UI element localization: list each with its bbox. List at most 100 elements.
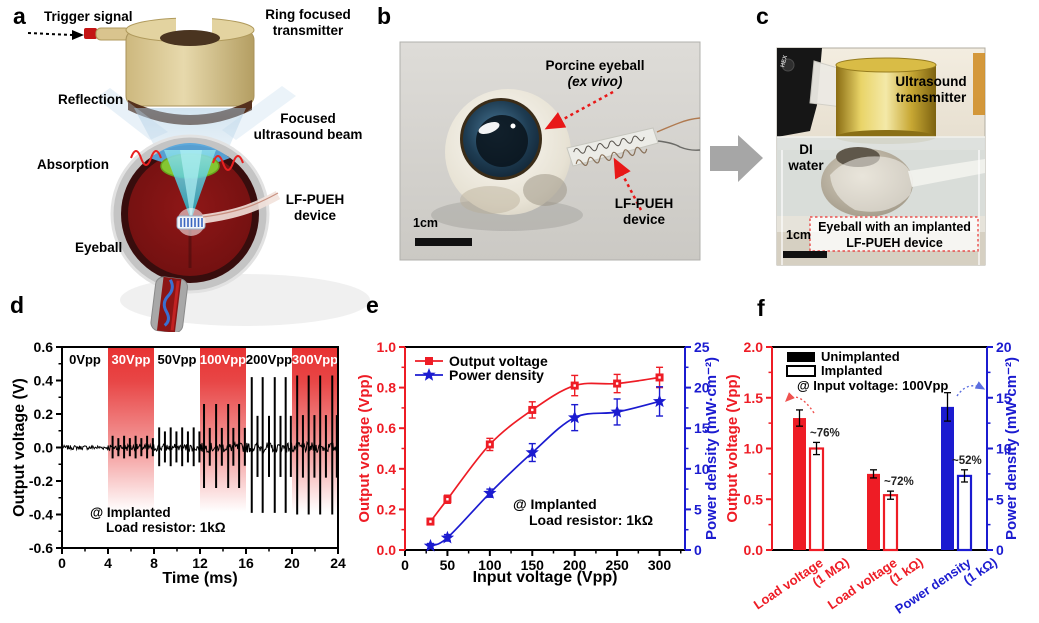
svg-text:50Vpp: 50Vpp [157,352,196,367]
svg-text:10: 10 [694,461,710,477]
svg-text:Power density: Power density [449,367,544,383]
svg-text:0: 0 [694,542,702,558]
label-absorption: Absorption [37,157,109,172]
svg-text:~72%: ~72% [884,476,914,488]
label-focused-beam-l2: ultrasound beam [253,126,363,142]
label-ultrasound-transmitter: Ultrasound transmitter [877,74,985,106]
svg-text:Power density(1 kΩ): Power density(1 kΩ) [892,543,1000,623]
optic-nerve [150,276,188,332]
svg-text:25: 25 [694,339,710,355]
svg-text:10: 10 [996,441,1012,457]
ring-transmitter [125,14,255,125]
chart-e: 0 50 100 150 200 250 300 0.0 0.2 0.4 0.6 0.8 1.0 0 5 10… [356,339,720,586]
label-focused-beam: Focused ultrasound beam [246,111,370,143]
chart-f: 0.0 0.5 1.0 1.5 2.0 0 5 10 15 20 ~76% Load voltage(… [724,339,1020,623]
svg-text:0.5: 0.5 [744,491,764,507]
svg-text:20: 20 [284,555,300,571]
svg-text:Load voltage(1 MΩ): Load voltage(1 MΩ) [751,543,852,623]
svg-text:0.6: 0.6 [377,420,397,436]
svg-text:200: 200 [563,557,587,573]
svg-text:Load resistor: 1kΩ: Load resistor: 1kΩ [529,512,653,528]
callout-porcine-l1: Porcine eyeball [545,58,645,73]
eyeball-graphic [110,134,281,294]
svg-text:Power density (mW·cm⁻²): Power density (mW·cm⁻²) [703,357,720,540]
svg-text:Output voltage (Vpp): Output voltage (Vpp) [356,374,373,522]
label-us-transmitter-l1: Ultrasound [895,74,967,89]
label-focused-beam-l1: Focused [280,111,336,126]
svg-text:Input voltage (Vpp): Input voltage (Vpp) [473,569,618,586]
caption-implanted-l1: Eyeball with an implanted [818,220,971,234]
label-lfpueh-a-l2: device [293,207,337,223]
svg-text:0.2: 0.2 [34,406,54,422]
svg-text:2.0: 2.0 [744,339,764,355]
svg-text:@ Input voltage: 100Vpp: @ Input voltage: 100Vpp [797,378,948,393]
svg-text:Power density (mW·cm⁻²): Power density (mW·cm⁻²) [1003,357,1020,540]
label-ring-transmitter-l1: Ring focused [265,7,351,22]
label-ring-transmitter: Ring focused transmitter [250,7,366,39]
scalebar-label-c: 1cm [786,228,812,242]
svg-text:1.0: 1.0 [744,441,764,457]
svg-text:1.0: 1.0 [377,339,397,355]
svg-text:@ Implanted: @ Implanted [90,505,171,520]
svg-text:@ Implanted: @ Implanted [513,496,597,512]
trigger-connector [27,27,131,41]
svg-text:-0.6: -0.6 [29,540,53,556]
svg-text:-0.4: -0.4 [29,507,53,523]
panel-a-diagram [27,14,370,332]
svg-text:300Vpp: 300Vpp [292,352,338,367]
svg-text:20: 20 [996,339,1012,355]
callout-lfpueh-device-b: LF-PUEH device [599,196,689,228]
label-us-transmitter-l2: transmitter [895,89,967,105]
svg-text:200Vpp: 200Vpp [246,352,292,367]
svg-text:0: 0 [401,557,409,573]
panel-e-letter: e [366,292,379,318]
label-di-water-l1: DI [799,142,813,157]
svg-text:0.4: 0.4 [377,461,397,477]
label-trigger-signal: Trigger signal [44,9,133,24]
svg-text:16: 16 [238,555,254,571]
caption-implanted-l2: LF-PUEH device [846,235,943,250]
svg-text:0.6: 0.6 [34,339,54,355]
svg-text:1.5: 1.5 [744,390,764,406]
caption-implanted-eyeball: Eyeball with an implanted LF-PUEH device [812,220,977,251]
svg-text:~76%: ~76% [810,427,840,439]
svg-text:Unimplanted: Unimplanted [821,349,900,364]
svg-text:Output voltage: Output voltage [449,353,548,369]
svg-text:300: 300 [648,557,672,573]
chart-d: 0Vpp 30Vpp 50Vpp 100Vpp 200Vpp 300Vpp 0 4 8 12 16 2… [11,339,346,587]
svg-text:0.2: 0.2 [377,501,397,517]
panel-d-letter: d [10,292,25,318]
scalebar-label-b: 1cm [413,216,439,230]
label-ring-transmitter-l2: transmitter [272,22,344,38]
svg-text:15: 15 [694,420,710,436]
svg-text:0.0: 0.0 [377,542,397,558]
label-di-water-l2: water [788,157,824,173]
svg-text:Load resistor: 1kΩ: Load resistor: 1kΩ [106,520,226,535]
panel-c-letter: c [756,3,769,29]
svg-text:30Vpp: 30Vpp [111,352,150,367]
svg-text:0Vpp: 0Vpp [69,352,101,367]
callout-lfpueh-b-l2: device [622,211,666,227]
svg-text:150: 150 [521,557,545,573]
svg-text:Output voltage (Vpp): Output voltage (Vpp) [724,374,741,522]
svg-text:100Vpp: 100Vpp [200,352,246,367]
label-lfpueh-a-l1: LF-PUEH [285,192,345,207]
svg-text:4: 4 [104,555,112,571]
svg-text:250: 250 [605,557,629,573]
label-reflection: Reflection [58,92,124,107]
panel-c-photo [776,47,986,266]
svg-text:Time (ms): Time (ms) [162,570,237,587]
svg-text:0.8: 0.8 [377,380,397,396]
callout-lfpueh-b-l1: LF-PUEH [614,196,674,211]
svg-text:0.4: 0.4 [34,373,54,389]
panel-b-photo [399,41,701,261]
svg-text:Load voltage(1 kΩ): Load voltage(1 kΩ) [825,543,926,623]
panel-a-letter: a [13,3,26,29]
panel-transition-arrow [710,135,763,182]
svg-text:15: 15 [996,390,1012,406]
svg-text:0.0: 0.0 [744,542,764,558]
svg-text:Output voltage (V): Output voltage (V) [11,378,28,517]
label-di-water: DI water [779,142,833,174]
svg-text:24: 24 [330,555,346,571]
